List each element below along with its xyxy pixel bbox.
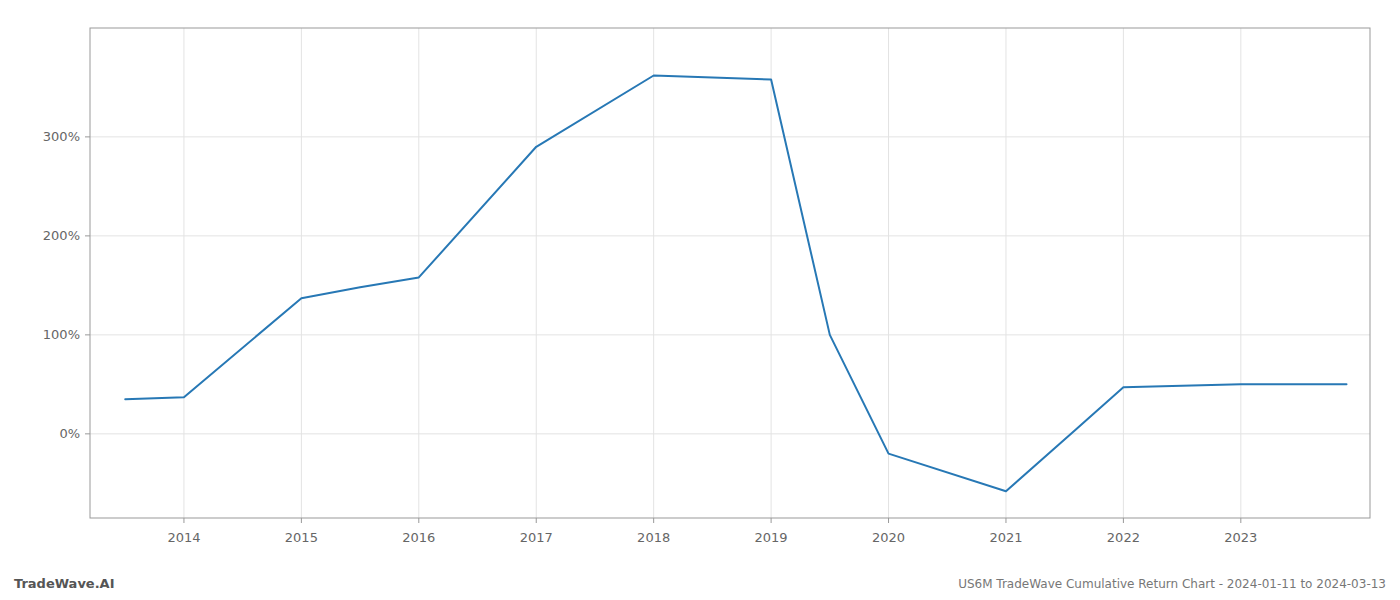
tick-label-y: 0%	[59, 426, 80, 441]
tick-x	[771, 518, 772, 523]
tick-x	[653, 518, 654, 523]
grid-line-x	[301, 28, 302, 518]
grid-line-y	[90, 334, 1370, 335]
title: US6M TradeWave Cumulative Return Chart -…	[958, 577, 1386, 591]
plot-area	[125, 76, 1346, 492]
grid-line-x	[418, 28, 419, 518]
tick-label-x: 2014	[167, 530, 200, 545]
plot-frame	[90, 28, 1370, 518]
grid-line-x	[1123, 28, 1124, 518]
grid-line-x	[888, 28, 889, 518]
axes: 2014 2015 2016 2017 2018 2019 2020 2021 2022 2023…	[43, 129, 1258, 545]
tick-x	[1005, 518, 1006, 523]
background	[0, 0, 1400, 600]
tick-y	[85, 334, 90, 335]
grid-line-x	[183, 28, 184, 518]
tick-label-y: 200%	[43, 228, 80, 243]
grid-line-x	[536, 28, 537, 518]
tick-label-y: 300%	[43, 129, 80, 144]
watermark: TradeWave.AI	[14, 576, 115, 591]
tick-label-x: 2022	[1107, 530, 1140, 545]
tick-x	[1240, 518, 1241, 523]
tick-label-x: 2017	[520, 530, 553, 545]
grid-line-x	[771, 28, 772, 518]
grid-line-x	[1005, 28, 1006, 518]
grid-line-x	[653, 28, 654, 518]
tick-label-x: 2021	[989, 530, 1022, 545]
grid-line-x	[1240, 28, 1241, 518]
grid-line-y	[90, 235, 1370, 236]
tick-label-x: 2015	[285, 530, 318, 545]
tick-x	[536, 518, 537, 523]
tick-x	[888, 518, 889, 523]
tick-x	[301, 518, 302, 523]
tick-label-x: 2018	[637, 530, 670, 545]
line	[125, 76, 1346, 492]
tick-label-x: 2020	[872, 530, 905, 545]
tick-label-x: 2019	[755, 530, 788, 545]
tick-y	[85, 136, 90, 137]
grid-line-y	[90, 136, 1370, 137]
tick-label-x: 2016	[402, 530, 435, 545]
tick-y	[85, 433, 90, 434]
tick-x	[183, 518, 184, 523]
tick-x	[418, 518, 419, 523]
grid	[90, 28, 1370, 518]
tick-label-y: 100%	[43, 327, 80, 342]
tick-x	[1123, 518, 1124, 523]
grid-line-y	[90, 433, 1370, 434]
tick-label-x: 2023	[1224, 530, 1257, 545]
chart: 2014 2015 2016 2017 2018 2019 2020 2021 2022 2023…	[0, 0, 1400, 600]
tick-y	[85, 235, 90, 236]
